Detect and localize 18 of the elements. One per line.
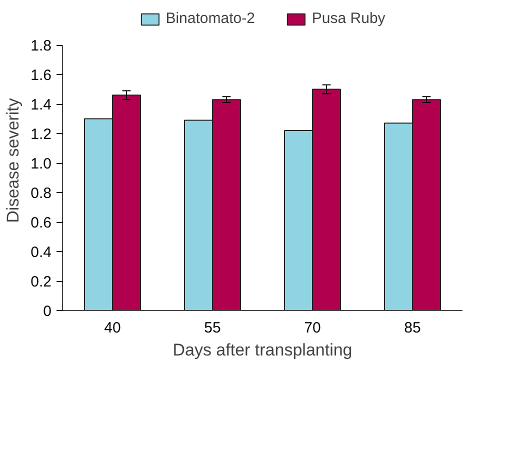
y-tick-label: 0.4 — [30, 244, 52, 262]
y-tick-label: 0.8 — [30, 185, 52, 202]
y-tick-label: 0.6 — [30, 214, 52, 232]
x-tick-label: 70 — [304, 320, 321, 336]
y-tick-label: 0.2 — [30, 274, 52, 290]
y-tick-label: 1.6 — [30, 67, 52, 84]
y-tick-label: 1.4 — [30, 96, 52, 114]
y-axis-title: Disease severity — [4, 98, 23, 223]
y-tick-label: 1.0 — [30, 156, 52, 173]
y-tick-label: 1.2 — [30, 126, 52, 144]
legend-label: Binatomato-2 — [166, 10, 255, 27]
x-tick-label: 85 — [404, 320, 421, 336]
x-axis-title: Days after transplanting — [172, 340, 352, 360]
y-tick-label: 1.8 — [30, 38, 52, 55]
y-tick-label: 0 — [43, 303, 52, 320]
x-tick-label: 55 — [204, 320, 221, 336]
x-tick-label: 40 — [104, 320, 121, 336]
legend-label: Pusa Ruby — [312, 10, 386, 27]
